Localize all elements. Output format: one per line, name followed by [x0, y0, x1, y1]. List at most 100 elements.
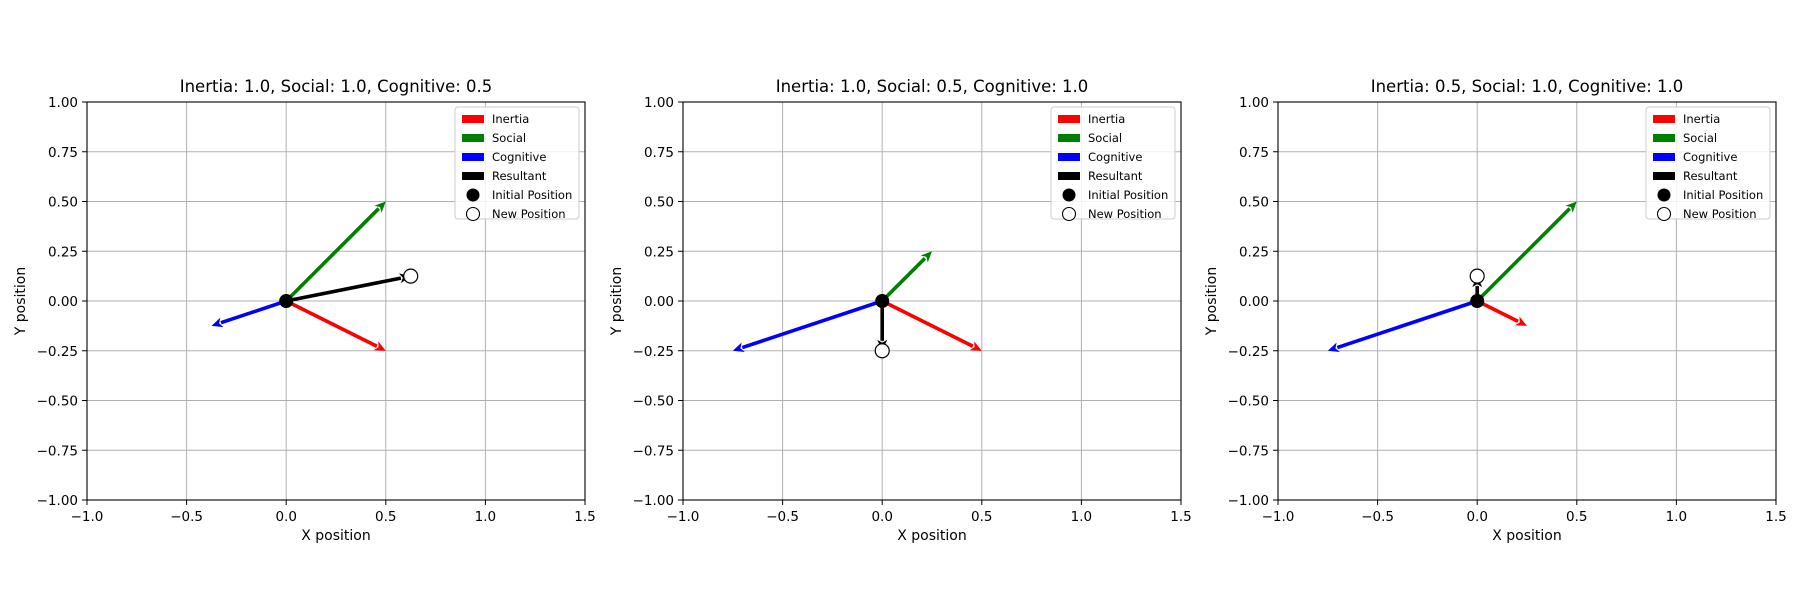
- x-axis-label: X position: [1492, 528, 1562, 544]
- legend-swatch-cognitive: [1653, 153, 1675, 161]
- y-tick-label: 1.00: [48, 95, 78, 111]
- x-tick-label: 1.0: [475, 509, 496, 525]
- legend-label-initial-position: Initial Position: [1088, 188, 1168, 202]
- y-tick-label: 0.00: [1239, 294, 1269, 310]
- legend-marker-new-position: [465, 206, 481, 222]
- vector-head: [969, 341, 982, 351]
- y-tick-label: 0.50: [644, 195, 674, 211]
- vector-social: [1475, 201, 1577, 303]
- initial-position-marker: [279, 294, 294, 308]
- y-tick-label: −0.50: [1228, 394, 1269, 410]
- legend: Inertia Social Cognitive Resultant Initial P…: [1645, 106, 1771, 222]
- vector-shaft: [285, 276, 402, 303]
- vector-shaft: [220, 299, 287, 325]
- x-tick-label: 1.5: [574, 509, 595, 525]
- vector-shaft: [1336, 299, 1478, 350]
- vector-shaft: [285, 299, 378, 348]
- legend-label-initial-position: Initial Position: [1683, 188, 1763, 202]
- vector-inertia: [881, 299, 982, 351]
- legend-label-inertia: Inertia: [492, 112, 529, 126]
- y-tick-label: −0.25: [37, 344, 78, 360]
- legend-swatch-cognitive: [462, 153, 484, 161]
- chart-title: Inertia: 0.5, Social: 1.0, Cognitive: 1.…: [1371, 77, 1684, 96]
- legend-label-new-position: New Position: [1088, 207, 1162, 221]
- vector-shaft: [881, 299, 974, 348]
- legend-marker-initial-position: [466, 188, 480, 202]
- legend-label-social: Social: [1088, 131, 1122, 145]
- legend-label-resultant: Resultant: [492, 169, 547, 183]
- legend-swatch-social: [1058, 134, 1080, 142]
- x-tick-label: 1.5: [1765, 509, 1786, 525]
- panel-3: −1.0 −0.5 0.0 0.5 1.0 1.5 1.00 0.75 0.50 0.25 0.00…: [1204, 77, 1787, 544]
- legend-frame: [1645, 106, 1771, 220]
- y-tick-label: 0.25: [644, 244, 674, 260]
- vector-head: [1514, 316, 1527, 326]
- x-tick-label: 0.0: [275, 509, 296, 525]
- chart-title: Inertia: 1.0, Social: 1.0, Cognitive: 0.…: [180, 77, 493, 96]
- legend-swatch-resultant: [1058, 172, 1080, 180]
- vector-cognitive: [211, 299, 287, 328]
- legend-swatch-cognitive: [1058, 153, 1080, 161]
- y-tick-label: 0.75: [48, 145, 78, 161]
- legend: Inertia Social Cognitive Resultant Initial P…: [454, 106, 580, 222]
- vector-head: [1565, 201, 1577, 213]
- legend-marker-new-position: [1656, 206, 1672, 222]
- y-tick-label: 0.50: [48, 195, 78, 211]
- legend-frame: [454, 106, 580, 220]
- legend-swatch-social: [462, 134, 484, 142]
- vector-head: [374, 201, 386, 213]
- new-position-marker: [1469, 268, 1485, 284]
- vector-shaft: [880, 257, 927, 303]
- vector-shaft: [1475, 207, 1571, 303]
- new-position-marker: [403, 268, 419, 284]
- y-tick-label: −1.00: [1228, 493, 1269, 509]
- x-tick-label: 1.5: [1170, 509, 1191, 525]
- legend-label-inertia: Inertia: [1088, 112, 1125, 126]
- legend-swatch-inertia: [1058, 115, 1080, 123]
- legend-marker-initial-position: [1062, 188, 1076, 202]
- x-tick-label: 0.5: [1566, 509, 1587, 525]
- y-tick-label: −0.25: [633, 344, 674, 360]
- legend-label-cognitive: Cognitive: [1088, 150, 1142, 164]
- y-tick-label: −0.50: [633, 394, 674, 410]
- vector-social: [880, 251, 932, 303]
- initial-position-marker: [1470, 294, 1485, 308]
- legend-label-resultant: Resultant: [1088, 169, 1143, 183]
- legend-label-new-position: New Position: [1683, 207, 1757, 221]
- y-axis-label: Y position: [1204, 267, 1220, 336]
- panel-1: −1.0 −0.5 0.0 0.5 1.0 1.5 1.00 0.75 0.50 0.25 0.00…: [13, 77, 596, 544]
- vector-head: [920, 251, 932, 263]
- y-tick-label: 0.25: [1239, 244, 1269, 260]
- y-tick-label: 0.50: [1239, 195, 1269, 211]
- new-position-marker: [874, 343, 890, 359]
- legend-swatch-resultant: [462, 172, 484, 180]
- legend-label-resultant: Resultant: [1683, 169, 1738, 183]
- legend-marker-new-position: [1061, 206, 1077, 222]
- vectors: [1327, 201, 1577, 353]
- x-axis-label: X position: [897, 528, 967, 544]
- legend-label-cognitive: Cognitive: [492, 150, 546, 164]
- legend-swatch-resultant: [1653, 172, 1675, 180]
- y-tick-label: −0.50: [37, 394, 78, 410]
- legend-swatch-inertia: [462, 115, 484, 123]
- x-tick-label: −0.5: [170, 509, 203, 525]
- legend-label-social: Social: [492, 131, 526, 145]
- x-tick-label: −1.0: [667, 509, 700, 525]
- y-tick-label: 1.00: [1239, 95, 1269, 111]
- vector-cognitive: [1327, 299, 1478, 353]
- y-tick-label: −1.00: [37, 493, 78, 509]
- legend-swatch-social: [1653, 134, 1675, 142]
- y-tick-label: −0.25: [1228, 344, 1269, 360]
- vector-shaft: [741, 299, 883, 350]
- vector-inertia: [1476, 299, 1527, 326]
- vector-social: [284, 201, 386, 303]
- y-tick-label: −1.00: [633, 493, 674, 509]
- x-tick-label: 1.0: [1666, 509, 1687, 525]
- vectors: [732, 251, 982, 353]
- panel-2: −1.0 −0.5 0.0 0.5 1.0 1.5 1.00 0.75 0.50 0.25 0.00…: [609, 77, 1192, 544]
- x-tick-label: −0.5: [766, 509, 799, 525]
- y-tick-label: 0.25: [48, 244, 78, 260]
- x-tick-label: 0.0: [1466, 509, 1487, 525]
- legend-marker-initial-position: [1657, 188, 1671, 202]
- vector-shaft: [1476, 299, 1519, 324]
